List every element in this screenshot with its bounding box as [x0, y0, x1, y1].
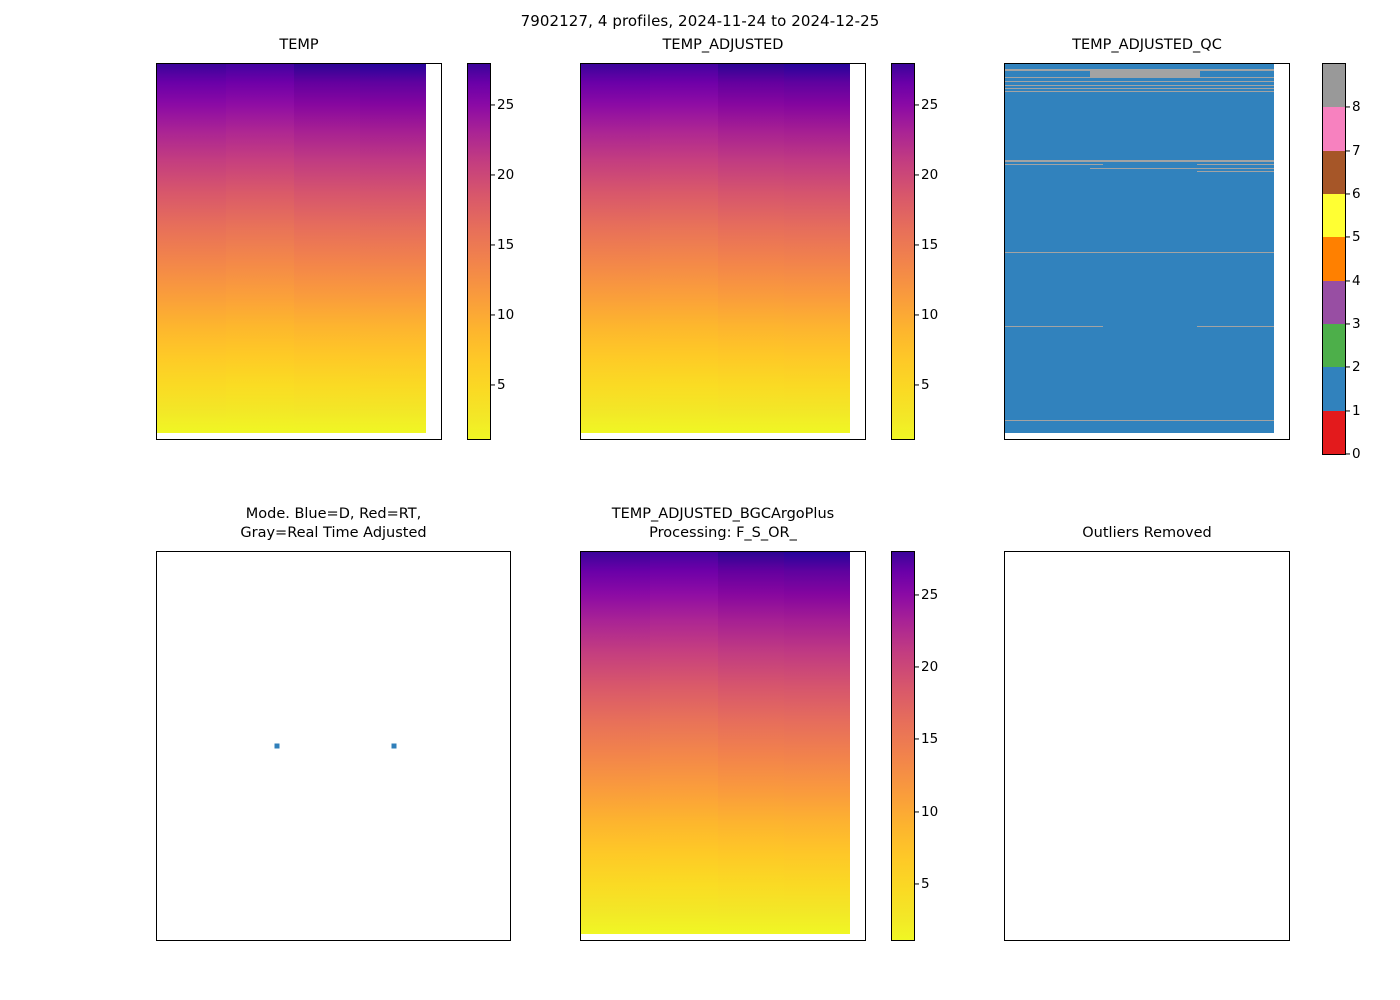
qc-colorbar-tick: 1	[1352, 402, 1361, 419]
qc-colorbar-tick: 6	[1352, 185, 1361, 202]
qc-colorbar-tick: 2	[1352, 359, 1361, 376]
qc-color-segment-8	[1323, 64, 1345, 108]
temp-adjusted-colorbar-tick: 10	[921, 306, 939, 323]
panel-temp-adjusted-bgcargoplus: TEMP_ADJUSTED_BGCArgoPlus Processing: F_…	[580, 506, 938, 941]
qc-colorbar-tick: 7	[1352, 142, 1361, 159]
panel-temp-axes[interactable]: 0 250 500 750 1000 1250 1500 1750 0.90 0…	[156, 63, 442, 440]
qc-colorbar-tick: 8	[1352, 99, 1361, 116]
panel-mode-axes[interactable]: Delayed Mode Real Time Adjusted Real Tim…	[156, 551, 511, 941]
temp-colorbar-tick: 5	[497, 377, 506, 393]
qc-color-segment-3	[1323, 280, 1345, 324]
panel-bgcargoplus-title-line1: TEMP_ADJUSTED_BGCArgoPlus	[611, 506, 835, 522]
bgcargoplus-colorbar[interactable]: 5 10 15 20 25	[891, 551, 938, 941]
qc-color-segment-4	[1323, 237, 1345, 281]
qc-color-segment-6	[1323, 150, 1345, 194]
temp-colorbar[interactable]: 5 10 15 20 25	[467, 63, 514, 440]
temp-adjusted-colorbar-tick: 15	[921, 237, 939, 254]
qc-colorbar-tick: 5	[1352, 229, 1361, 246]
qc-colorbar[interactable]: 0 1 2 3 4 5 6 7 8	[1322, 63, 1361, 462]
temp-adjusted-heatmap-image	[581, 64, 850, 433]
bgcargoplus-colorbar-tick: 10	[921, 803, 939, 820]
panel-outliers-removed: Outliers Removed 0 250 500 750 1000 1250…	[1004, 525, 1290, 941]
temp-heatmap-image	[157, 64, 426, 433]
qc-color-segment-5	[1323, 193, 1345, 238]
bgcargoplus-heatmap-image	[581, 552, 850, 934]
panel-mode: Mode. Blue=D, Red=RT, Gray=Real Time Adj…	[156, 506, 511, 941]
mode-data-point[interactable]	[274, 743, 280, 749]
figure-suptitle: 7902127, 4 profiles, 2024-11-24 to 2024-…	[520, 12, 880, 30]
panel-bgcargoplus-axes[interactable]: 0 250 500 750 1000 1250 1500 1750 0.90 0…	[580, 551, 866, 941]
panel-mode-title-line2: Gray=Real Time Adjusted	[240, 525, 427, 541]
temp-colorbar-tick: 10	[497, 306, 515, 323]
qc-color-segment-0	[1323, 410, 1345, 454]
bgcargoplus-colorbar-tick: 25	[921, 586, 939, 603]
panel-outliers-removed-title: Outliers Removed	[1082, 525, 1212, 541]
temp-adjusted-colorbar-tick: 20	[921, 167, 939, 184]
panel-temp-adjusted-title: TEMP_ADJUSTED	[662, 37, 784, 53]
qc-color-segment-1	[1323, 367, 1345, 411]
qc-colorbar-tick: 0	[1352, 446, 1361, 462]
panel-temp: TEMP 0 250 500 750 1000 1250 1500 1750 0…	[156, 37, 514, 440]
temp-adjusted-colorbar[interactable]: 5 10 15 20 25	[891, 63, 938, 440]
temp-colorbar-tick: 15	[497, 237, 515, 254]
qc-heatmap-image	[1005, 64, 1274, 433]
temp-adjusted-colorbar-tick: 5	[921, 377, 930, 393]
qc-color-segment-2	[1323, 323, 1345, 368]
panel-mode-title-line1: Mode. Blue=D, Red=RT,	[245, 506, 422, 522]
bgcargoplus-colorbar-tick: 15	[921, 731, 939, 748]
temp-colorbar-tick: 20	[497, 167, 515, 184]
qc-color-segment-7	[1323, 107, 1345, 151]
panel-bgcargoplus-title-line2: Processing: F_S_OR_	[649, 525, 797, 541]
panel-temp-adjusted-qc-axes[interactable]: 0 250 500 750 1000 1250 1500 1750 0.90 0…	[1004, 63, 1290, 440]
panel-temp-adjusted: TEMP_ADJUSTED 0 250 500 750 1000 1250 15…	[580, 37, 938, 440]
temp-adjusted-colorbar-tick: 25	[921, 97, 939, 114]
temp-colorbar-tick: 25	[497, 97, 515, 114]
panel-temp-adjusted-qc-title: TEMP_ADJUSTED_QC	[1072, 37, 1222, 53]
bgcargoplus-colorbar-tick: 20	[921, 659, 939, 676]
qc-colorbar-tick: 3	[1352, 315, 1361, 332]
bgcargoplus-colorbar-tick: 5	[921, 876, 930, 893]
panel-outliers-removed-axes[interactable]: 0 250 500 750 1000 1250 1500 1750 0.90 0…	[1004, 551, 1290, 941]
panel-temp-adjusted-qc: TEMP_ADJUSTED_QC 0 250	[1004, 37, 1361, 462]
mode-data-point[interactable]	[391, 743, 396, 749]
panel-temp-adjusted-axes[interactable]: 0 250 500 750 1000 1250 1500 1750 0.90 0…	[580, 63, 866, 440]
qc-colorbar-tick: 4	[1352, 272, 1361, 289]
panel-temp-title: TEMP	[279, 37, 319, 53]
